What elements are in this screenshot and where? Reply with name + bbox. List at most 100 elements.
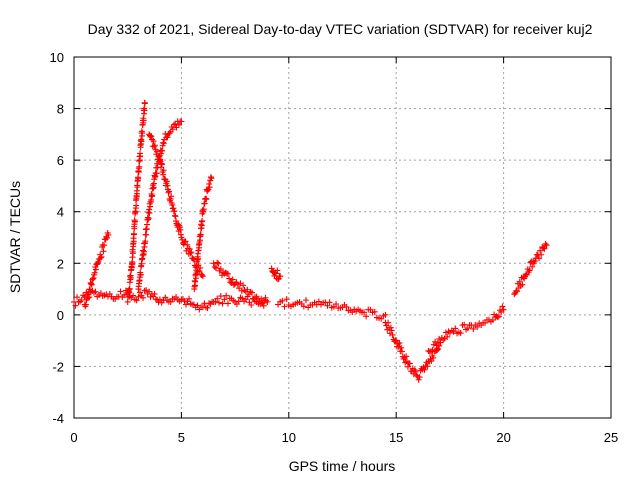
data-point [160,167,167,174]
data-point [95,258,102,265]
x-tick-label: 10 [282,430,296,445]
data-point [145,209,152,216]
data-point [153,170,160,177]
data-point [461,321,468,328]
y-tick-label: 10 [50,50,64,65]
data-point [387,324,394,331]
data-point [72,302,79,309]
data-point [164,134,171,141]
y-axis-label: SDTVAR / TECUs [7,181,23,293]
data-point [474,323,481,330]
data-point [121,292,128,299]
data-point [428,358,435,365]
data-point [540,245,547,252]
data-point [140,248,147,255]
data-point [130,231,137,238]
series-arc-rise-5 [191,174,215,293]
data-point [136,163,143,170]
data-point [182,238,189,245]
data-point [495,313,502,320]
data-point [92,266,99,273]
data-point [529,263,536,270]
data-point [194,302,201,309]
data-point [248,301,255,308]
data-point [223,292,230,299]
data-point [197,231,204,238]
data-point [500,306,507,313]
data-point [103,234,110,241]
data-point [333,301,340,308]
data-point [393,337,400,344]
data-point [396,339,403,346]
data-point [432,338,439,345]
data-point [203,196,210,203]
data-point [421,366,428,373]
data-point [134,190,141,197]
data-point [360,309,367,316]
data-point [131,219,138,226]
data-point [147,133,154,140]
data-point [154,148,161,155]
data-point [514,288,521,295]
data-point [169,126,176,133]
data-point [85,294,92,301]
data-point [224,300,231,307]
data-point [145,215,152,222]
series-arc-rise-2 [124,99,148,305]
data-point [204,304,211,311]
data-point [143,231,150,238]
data-point [136,289,143,296]
data-point [416,374,423,381]
series-arc-peak-3 [135,118,185,293]
data-series [71,99,550,383]
data-point [137,153,144,160]
data-point [464,325,471,332]
data-point [139,129,146,136]
data-point [105,231,112,238]
data-point [206,184,213,191]
data-point [195,255,202,262]
data-point [406,360,413,367]
data-point [190,255,197,262]
data-point [87,286,94,293]
data-point [150,138,157,145]
data-point [101,242,108,249]
data-point [415,376,422,383]
data-point [248,289,255,296]
data-point [178,118,185,125]
y-tick-label: -4 [52,411,64,426]
series-arc-short-7 [268,265,284,283]
data-point [542,240,549,247]
y-tick-label: 6 [57,153,64,168]
data-point [499,303,506,310]
x-axis-label: GPS time / hours [289,458,396,474]
y-tick-label: 2 [57,256,64,271]
data-point [412,368,419,375]
data-point [126,285,133,292]
x-ticks: 0 5 10 15 20 25 [70,57,618,445]
data-point [207,174,214,181]
data-point [192,278,199,285]
x-tick-label: 25 [604,430,618,445]
data-point [97,254,104,261]
data-point [494,314,501,321]
data-point [235,298,242,305]
data-point [100,248,107,255]
data-point [258,295,265,302]
x-tick-label: 20 [496,430,510,445]
data-point [129,250,136,257]
data-point [133,202,140,209]
series-arc-recover-10 [425,303,507,355]
data-point [217,265,224,272]
data-point [208,175,215,182]
data-point [143,287,150,294]
data-point [283,296,290,303]
data-point [537,247,544,254]
data-point [133,297,140,304]
data-point [430,341,437,348]
data-point [315,298,322,305]
data-point [193,270,200,277]
data-point [141,107,148,114]
data-point [117,288,124,295]
